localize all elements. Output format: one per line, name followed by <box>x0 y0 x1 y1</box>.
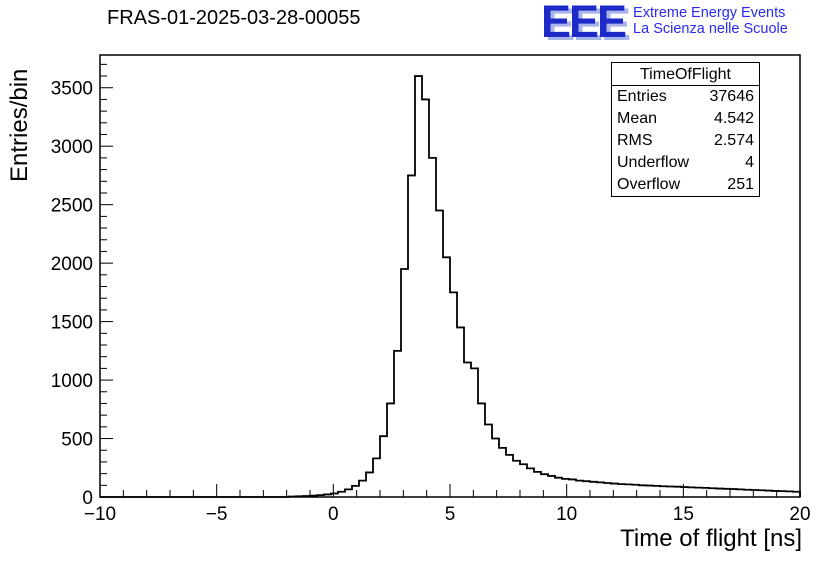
x-axis-title: Time of flight [ns] <box>620 525 802 552</box>
x-tick-label: 0 <box>328 504 339 525</box>
x-tick-label: 15 <box>673 504 694 525</box>
y-tick-label: 2000 <box>51 254 93 275</box>
stats-rows: Entries 37646 Mean 4.542 RMS 2.574 Underflow 4 O… <box>612 86 759 196</box>
stats-box: TimeOfFlight Entries 37646 Mean 4.542 RMS 2.5… <box>611 62 760 197</box>
y-axis-title: Entries/bin <box>6 68 33 182</box>
stats-row-value: 4 <box>745 154 754 171</box>
stats-row-label: Entries <box>617 88 667 105</box>
stats-row: Mean 4.542 <box>612 108 759 130</box>
stats-row: Overflow 251 <box>612 174 759 196</box>
x-tick-label: −5 <box>206 504 228 525</box>
stats-row: Underflow 4 <box>612 152 759 174</box>
stats-row: Entries 37646 <box>612 86 759 108</box>
x-tick-label: 5 <box>445 504 456 525</box>
eee-logo-line2: La Scienza nelle Scuole <box>633 21 788 37</box>
stats-title: TimeOfFlight <box>612 63 759 86</box>
y-tick-label: 2500 <box>51 196 93 217</box>
stats-row-value: 251 <box>727 176 754 193</box>
plot-frame <box>99 54 801 498</box>
y-tick-label: 3500 <box>51 79 93 100</box>
stats-row-value: 4.542 <box>713 110 754 127</box>
eee-logo-line1: Extreme Energy Events <box>633 5 786 21</box>
y-tick-label: 3000 <box>51 137 93 158</box>
eee-logo-text: EEE <box>541 0 627 47</box>
y-tick-label: 500 <box>61 430 93 451</box>
x-tick-label: −10 <box>84 504 116 525</box>
stats-row-label: Overflow <box>617 176 681 193</box>
stats-row: RMS 2.574 <box>612 130 759 152</box>
x-tick-label: 20 <box>789 504 810 525</box>
eee-logo: EEE Extreme Energy Events La Scienza nel… <box>541 0 788 44</box>
stats-row-label: RMS <box>617 132 653 149</box>
y-tick-label: 0 <box>82 488 93 509</box>
y-tick-label: 1000 <box>51 371 93 392</box>
stats-row-label: Underflow <box>617 154 690 171</box>
x-tick-label: 10 <box>556 504 577 525</box>
stats-row-value: 2.574 <box>713 132 754 149</box>
y-tick-label: 1500 <box>51 313 93 334</box>
plot-title: FRAS-01-2025-03-28-00055 <box>107 7 361 29</box>
eee-logo-subtitle: Extreme Energy Events La Scienza nelle S… <box>633 5 788 37</box>
stats-row-value: 37646 <box>709 88 755 105</box>
stats-row-label: Mean <box>617 110 658 127</box>
